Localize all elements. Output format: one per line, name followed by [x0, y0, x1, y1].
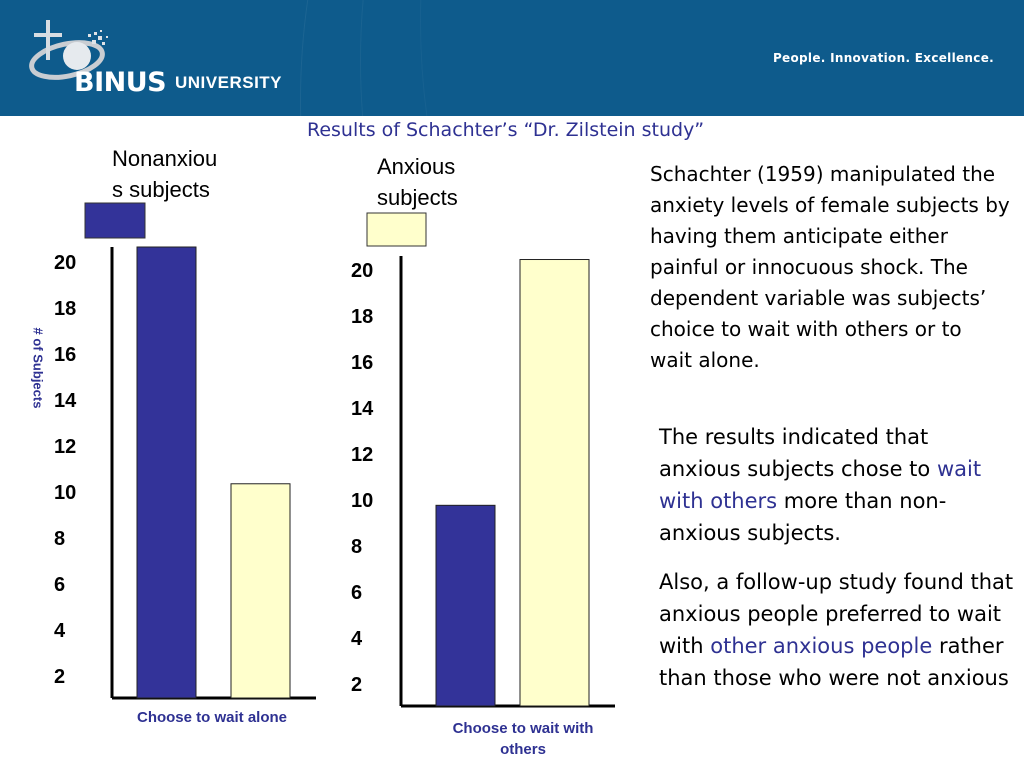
legend-label-nonanxious: Nonanxiou s subjects: [112, 143, 217, 205]
y-tick-label: 12: [351, 444, 373, 466]
y-tick-label: 16: [351, 352, 373, 374]
y-tick-label: 20: [351, 260, 373, 282]
highlight-wait-with-others: wait with others: [659, 457, 982, 513]
y-tick-label: 12: [54, 436, 76, 458]
bar-charts-svg: 20 18 16 14 12 10 8 6 4 2 20 18 16 14 12 10 8 6 4 2: [54, 202, 615, 708]
x-category-label-with-others: Choose to wait with others: [452, 720, 594, 758]
legend-label-line: Anxious: [377, 154, 456, 179]
header-decoration: [360, 0, 1024, 116]
results-text: The results indicated that anxious subje…: [659, 425, 937, 481]
legend-label-line: subjects: [377, 185, 458, 210]
y-tick-label: 10: [351, 490, 373, 512]
header-banner: BINUS UNIVERSITY People. Innovation. Exc…: [0, 0, 1024, 116]
legend-label-line: s subjects: [112, 177, 210, 202]
legend-label-line: Nonanxiou: [112, 146, 218, 171]
followup-text: rather than those who were not anxious: [659, 634, 1009, 690]
legend-label-anxious: Anxious subjects: [377, 151, 458, 213]
bar-with-others: [230, 483, 291, 699]
y-tick-label: 2: [351, 674, 362, 696]
header-decoration: [420, 0, 1024, 116]
y-tick-label: 2: [54, 666, 65, 688]
results-paragraph: The results indicated that anxious subje…: [659, 421, 1014, 549]
header-decoration: [300, 0, 1024, 116]
x-category-label-alone: Choose to wait alone: [136, 709, 287, 726]
followup-text: Also, a follow-up study found that anxio…: [659, 570, 1014, 658]
logo-brand-text: BINUS: [74, 67, 167, 98]
y-tick-label: 4: [54, 620, 66, 642]
followup-paragraph: Also, a follow-up study found that anxio…: [659, 566, 1014, 694]
results-text: more than non-anxious subjects.: [659, 489, 947, 545]
bar-alone: [435, 504, 496, 707]
slide-title: Results of Schachter’s “Dr. Zilstein stu…: [307, 119, 705, 141]
y-tick-label: 8: [54, 528, 65, 550]
y-tick-label: 6: [351, 582, 362, 604]
legend-swatch-1: [366, 212, 427, 247]
y-tick-label: 18: [351, 306, 373, 328]
highlight-other-anxious-people: other anxious people: [710, 634, 933, 658]
tagline: People. Innovation. Excellence.: [772, 51, 994, 65]
y-tick-label: 8: [351, 536, 362, 558]
y-tick-label: 20: [54, 252, 76, 274]
logo-emblem-icon: [29, 20, 108, 80]
bar-alone: [136, 246, 197, 699]
y-tick-label: 16: [54, 344, 76, 366]
logo-university-text: UNIVERSITY: [175, 73, 283, 92]
y-tick-label: 10: [54, 482, 76, 504]
description-paragraph: Schachter (1959) manipulated the anxiety…: [650, 162, 1010, 372]
y-tick-label: 14: [351, 398, 374, 420]
bar-with-others: [519, 259, 590, 707]
y-tick-label: 4: [351, 628, 363, 650]
y-tick-label: 18: [54, 298, 76, 320]
y-tick-label: 6: [54, 574, 65, 596]
legend-swatch-0: [84, 202, 146, 239]
y-tick-label: 14: [54, 390, 77, 412]
binus-logo: BINUS UNIVERSITY: [22, 18, 302, 102]
